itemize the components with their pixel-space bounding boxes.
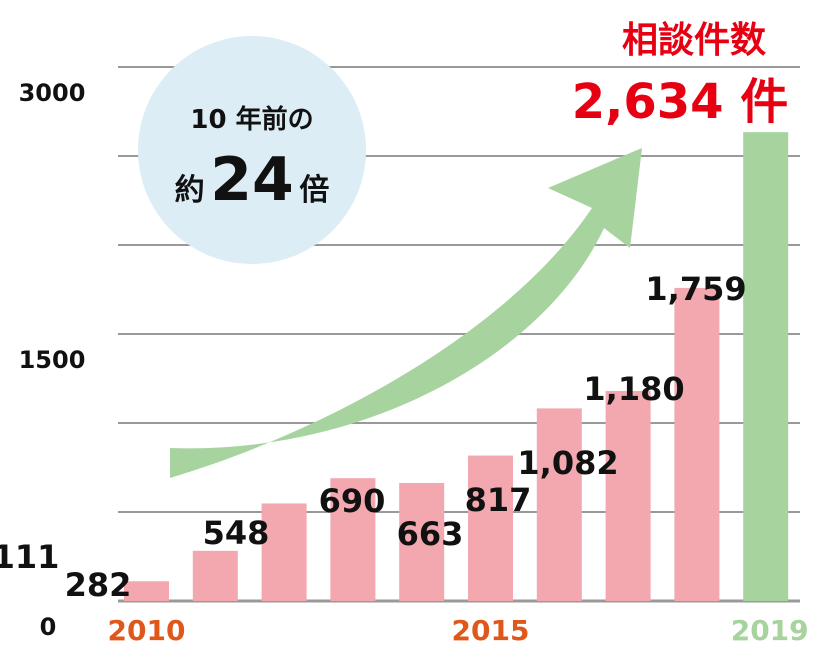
callout-prefix: 約 xyxy=(175,173,205,208)
bar-2015 xyxy=(468,455,513,601)
value-label: 690 xyxy=(319,482,386,520)
bar-2019 xyxy=(743,132,789,601)
value-label: 282 xyxy=(65,566,132,604)
value-label: 111 xyxy=(0,538,59,576)
y-tick-label: 3000 xyxy=(19,79,86,107)
callout-line1: 10 年前の xyxy=(190,104,313,135)
x-tick-label: 2010 xyxy=(108,614,186,647)
callout-line2: 約 24 倍 xyxy=(175,145,330,215)
x-axis-labels: 2010 2015 2019 xyxy=(108,614,809,647)
x-tick-label: 2019 xyxy=(731,614,809,647)
y-tick-label: 0 xyxy=(40,613,57,641)
value-label: 548 xyxy=(203,514,270,552)
callout-bubble: 10 年前の 約 24 倍 xyxy=(138,36,366,264)
bar-2012 xyxy=(261,503,307,601)
y-tick-label: 1500 xyxy=(19,346,86,374)
growth-arrow xyxy=(170,148,642,478)
bar-2014 xyxy=(399,482,445,601)
bar-2016 xyxy=(536,408,582,601)
value-label: 663 xyxy=(397,515,464,553)
bar-2017 xyxy=(605,390,651,601)
value-label: 817 xyxy=(465,481,532,519)
x-tick-label: 2015 xyxy=(452,614,530,647)
bar-2010 xyxy=(124,581,169,601)
headline-value: 2,634 件 xyxy=(572,74,789,130)
value-label: 1,180 xyxy=(583,370,684,408)
bar-2011 xyxy=(192,550,238,601)
value-label: 1,082 xyxy=(517,444,618,482)
y-axis-labels: 0 1500 3000 xyxy=(19,79,86,641)
value-label: 1,759 xyxy=(645,270,746,308)
callout-circle xyxy=(138,36,366,264)
bar-2018 xyxy=(674,287,720,601)
chart-title: 相談件数 xyxy=(622,20,766,61)
callout-number: 24 xyxy=(210,145,294,215)
bar-2013 xyxy=(330,478,376,601)
bars-group xyxy=(124,132,789,601)
callout-suffix: 倍 xyxy=(299,173,329,208)
